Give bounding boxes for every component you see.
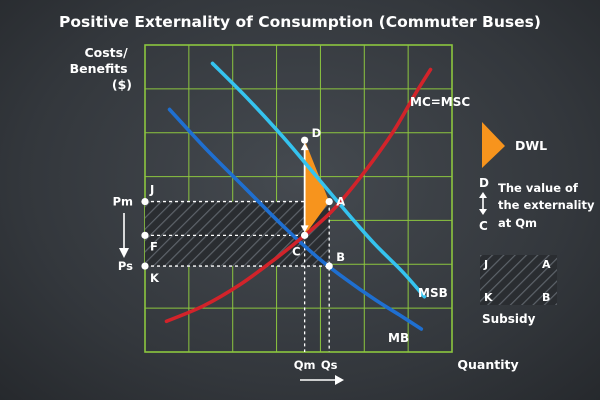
legend-externality-line-3: at Qm: [498, 216, 537, 230]
point-label-d: D: [312, 126, 322, 140]
point-labels: D A C B J F K Pm Ps Qm Qs: [113, 126, 346, 372]
subsidy-area-layer: [145, 201, 330, 267]
legend-dwl: DWL: [482, 122, 547, 168]
plot-frame: [144, 44, 453, 353]
legend-double-arrow-icon: [479, 192, 487, 215]
legend-externality-bottom: C: [479, 219, 488, 233]
externality-arrow-up-icon: [300, 143, 309, 151]
y-axis-title-line-2: Benefits: [70, 61, 128, 76]
y-axis-title-line-3: ($): [112, 77, 132, 92]
point-k: [141, 262, 149, 270]
points: [141, 136, 333, 270]
y-axis-title-line-1: Costs/: [84, 45, 128, 60]
tick-label-qs: Qs: [321, 358, 338, 372]
point-label-b: B: [336, 250, 345, 264]
curve-label-mb: MB: [388, 331, 409, 345]
tick-label-ps: Ps: [118, 259, 133, 273]
legend-subsidy-label: Subsidy: [482, 312, 536, 326]
tick-label-qm: Qm: [294, 358, 316, 372]
subsidy-area: [145, 201, 330, 267]
y-axis-title: Costs/ Benefits ($): [70, 45, 132, 92]
legend-subsidy-corner-a: A: [542, 258, 551, 271]
point-a: [325, 197, 333, 206]
plot-grid: [144, 44, 453, 353]
point-label-f: F: [150, 239, 158, 253]
legend-externality-top: D: [479, 176, 489, 190]
point-label-c: C: [292, 244, 300, 258]
point-c: [301, 231, 309, 239]
legend-dwl-swatch: [482, 122, 505, 168]
chart-title: Positive Externality of Consumption (Com…: [59, 13, 541, 31]
point-f: [141, 231, 149, 239]
x-axis-title: Quantity: [457, 357, 518, 372]
price-down-arrow-icon: [119, 213, 129, 258]
legend-externality-line-1: The value of: [498, 181, 579, 195]
legend-subsidy: J A K B Subsidy: [480, 255, 557, 326]
legend-externality: D C The value of the externality at Qm: [479, 176, 599, 233]
legend-dwl-label: DWL: [515, 138, 547, 153]
quantity-right-arrow-icon: [300, 375, 344, 385]
point-label-k: K: [150, 271, 160, 285]
curves: MSB MB MC=MSC: [164, 61, 470, 345]
dwl-triangle: [304, 140, 330, 236]
legend-subsidy-corner-k: K: [484, 291, 493, 304]
curve-msb: [210, 61, 427, 299]
legend-externality-text: The value of the externality at Qm: [498, 181, 599, 230]
curve-label-msb: MSB: [418, 286, 448, 300]
legend-externality-line-2: the externality: [498, 198, 595, 212]
guide-lines: [145, 200, 330, 352]
curve-mc-msc: [164, 67, 433, 324]
point-label-j: J: [149, 183, 154, 197]
point-label-a: A: [336, 195, 345, 209]
curve-label-mc-msc: MC=MSC: [410, 95, 470, 109]
legend-subsidy-swatch: [480, 255, 557, 305]
legend-subsidy-corner-j: J: [483, 258, 488, 271]
legend-subsidy-corner-b: B: [542, 291, 550, 304]
point-d: [301, 136, 309, 144]
point-j: [141, 197, 149, 206]
curve-mb: [167, 107, 424, 331]
tick-label-pm: Pm: [113, 195, 133, 209]
externality-arrow-down-icon: [300, 225, 309, 233]
point-b: [325, 262, 333, 270]
